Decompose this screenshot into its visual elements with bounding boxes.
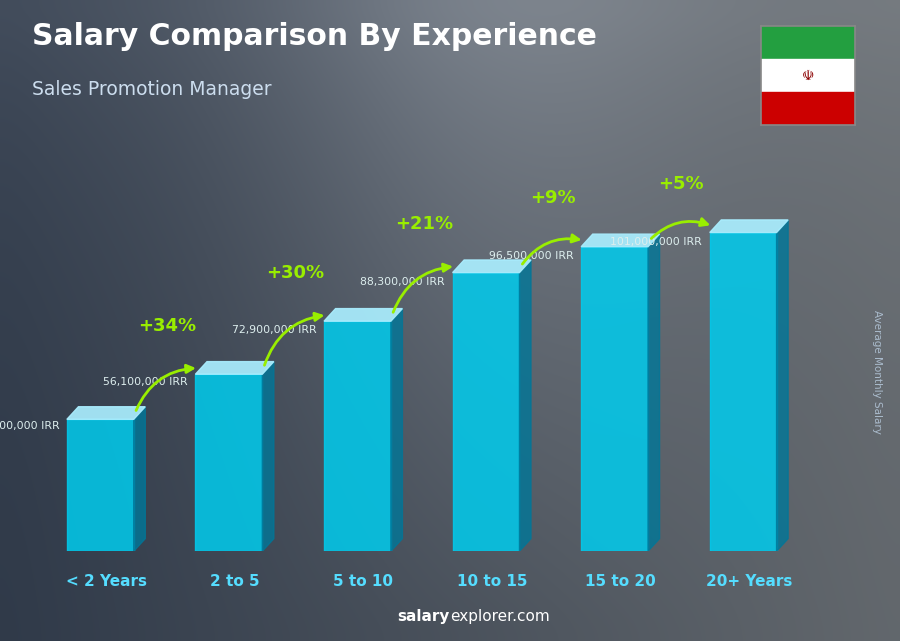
Text: ☫: ☫ xyxy=(802,69,814,82)
Text: 20+ Years: 20+ Years xyxy=(706,574,792,589)
Text: < 2 Years: < 2 Years xyxy=(66,574,147,589)
Text: Sales Promotion Manager: Sales Promotion Manager xyxy=(32,80,271,99)
Polygon shape xyxy=(134,407,145,551)
Text: 88,300,000 IRR: 88,300,000 IRR xyxy=(360,277,445,287)
Polygon shape xyxy=(453,260,531,272)
Bar xyxy=(760,92,855,125)
Bar xyxy=(760,59,855,92)
Polygon shape xyxy=(195,374,262,551)
Text: 72,900,000 IRR: 72,900,000 IRR xyxy=(231,324,316,335)
Polygon shape xyxy=(324,321,391,551)
Polygon shape xyxy=(710,220,788,233)
Polygon shape xyxy=(67,419,134,551)
Polygon shape xyxy=(777,220,788,551)
Polygon shape xyxy=(391,308,402,551)
Text: 15 to 20: 15 to 20 xyxy=(585,574,656,589)
Polygon shape xyxy=(67,407,145,419)
FancyArrowPatch shape xyxy=(652,219,707,238)
FancyArrowPatch shape xyxy=(522,235,579,264)
Polygon shape xyxy=(195,362,274,374)
Polygon shape xyxy=(648,234,660,551)
Polygon shape xyxy=(519,260,531,551)
FancyArrowPatch shape xyxy=(265,313,321,365)
Bar xyxy=(760,26,855,59)
Text: 56,100,000 IRR: 56,100,000 IRR xyxy=(104,377,188,387)
Polygon shape xyxy=(581,247,648,551)
Text: +34%: +34% xyxy=(138,317,196,335)
Polygon shape xyxy=(453,272,519,551)
FancyArrowPatch shape xyxy=(393,264,450,312)
Text: 96,500,000 IRR: 96,500,000 IRR xyxy=(489,251,573,262)
Text: Average Monthly Salary: Average Monthly Salary xyxy=(872,310,883,434)
Text: explorer.com: explorer.com xyxy=(450,610,550,624)
Text: 10 to 15: 10 to 15 xyxy=(456,574,527,589)
Text: +5%: +5% xyxy=(659,175,704,193)
Text: +9%: +9% xyxy=(530,190,575,208)
Text: salary: salary xyxy=(398,610,450,624)
Text: 5 to 10: 5 to 10 xyxy=(333,574,393,589)
Text: +21%: +21% xyxy=(395,215,453,233)
Polygon shape xyxy=(324,308,402,321)
Text: 2 to 5: 2 to 5 xyxy=(210,574,259,589)
Polygon shape xyxy=(581,234,660,247)
Text: +30%: +30% xyxy=(266,264,325,282)
Text: 101,000,000 IRR: 101,000,000 IRR xyxy=(610,237,702,247)
FancyArrowPatch shape xyxy=(136,365,193,410)
Polygon shape xyxy=(710,233,777,551)
Text: 41,800,000 IRR: 41,800,000 IRR xyxy=(0,421,59,431)
Polygon shape xyxy=(262,362,274,551)
Text: Salary Comparison By Experience: Salary Comparison By Experience xyxy=(32,22,597,51)
